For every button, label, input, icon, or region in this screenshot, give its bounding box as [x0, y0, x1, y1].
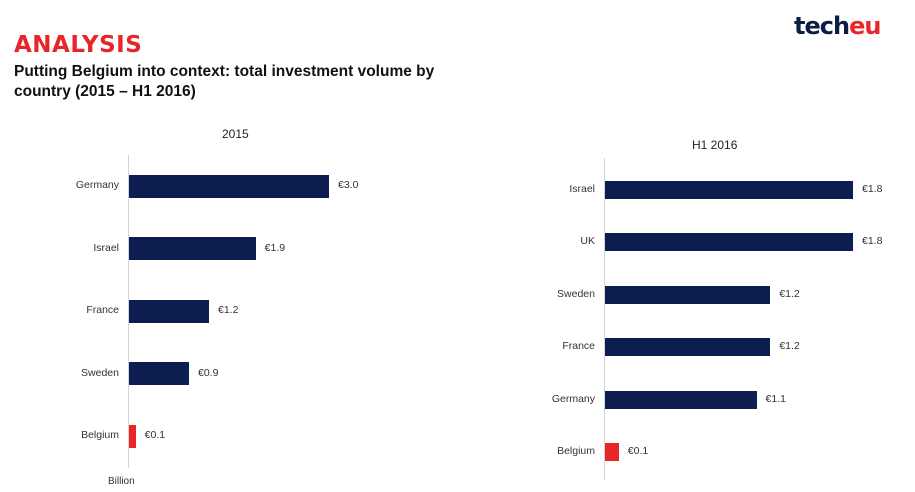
category-label: Israel: [569, 183, 595, 195]
value-label: €3.0: [338, 179, 359, 191]
value-label: €1.2: [779, 287, 800, 300]
bar: [605, 181, 853, 199]
category-label: Belgium: [81, 429, 119, 441]
value-label: €1.8: [862, 235, 883, 248]
unit-label: Billion: [108, 476, 135, 487]
value-label: €0.9: [198, 366, 219, 379]
category-label: Sweden: [557, 287, 595, 300]
category-label: UK: [580, 235, 595, 248]
category-label: Israel: [93, 241, 119, 254]
bar: [129, 237, 256, 260]
bar: [605, 285, 771, 304]
bar: [129, 424, 136, 448]
category-label: Germany: [551, 392, 595, 405]
value-label: €1.9: [264, 241, 286, 254]
category-label: France: [86, 304, 119, 316]
bar: [605, 338, 771, 357]
logo-accent-text: eu: [849, 12, 881, 40]
category-label: Sweden: [81, 366, 119, 379]
category-label: Germany: [75, 179, 119, 191]
value-label: €0.1: [627, 445, 649, 457]
brand-logo: techeu: [794, 12, 881, 40]
chart-title: 2015: [222, 127, 249, 141]
logo-main-text: tech: [794, 12, 850, 40]
bar: [129, 362, 189, 385]
bar: [129, 299, 209, 323]
category-label: France: [562, 340, 595, 353]
axis-line: [604, 158, 605, 480]
value-label: €1.2: [779, 340, 800, 353]
chart-title: H1 2016: [692, 138, 738, 152]
page-subtitle: Putting Belgium into context: total inve…: [14, 63, 435, 100]
category-label: Belgium: [557, 445, 595, 457]
value-label: €1.8: [862, 183, 883, 195]
bar: [129, 174, 329, 198]
value-label: €1.2: [218, 304, 239, 316]
value-label: €1.1: [765, 392, 786, 405]
bar: [605, 233, 853, 252]
value-label: €0.1: [144, 429, 166, 441]
axis-line: [128, 155, 129, 468]
bar: [605, 390, 757, 409]
bar: [605, 443, 619, 461]
section-tag: ANALYSIS: [14, 32, 143, 58]
